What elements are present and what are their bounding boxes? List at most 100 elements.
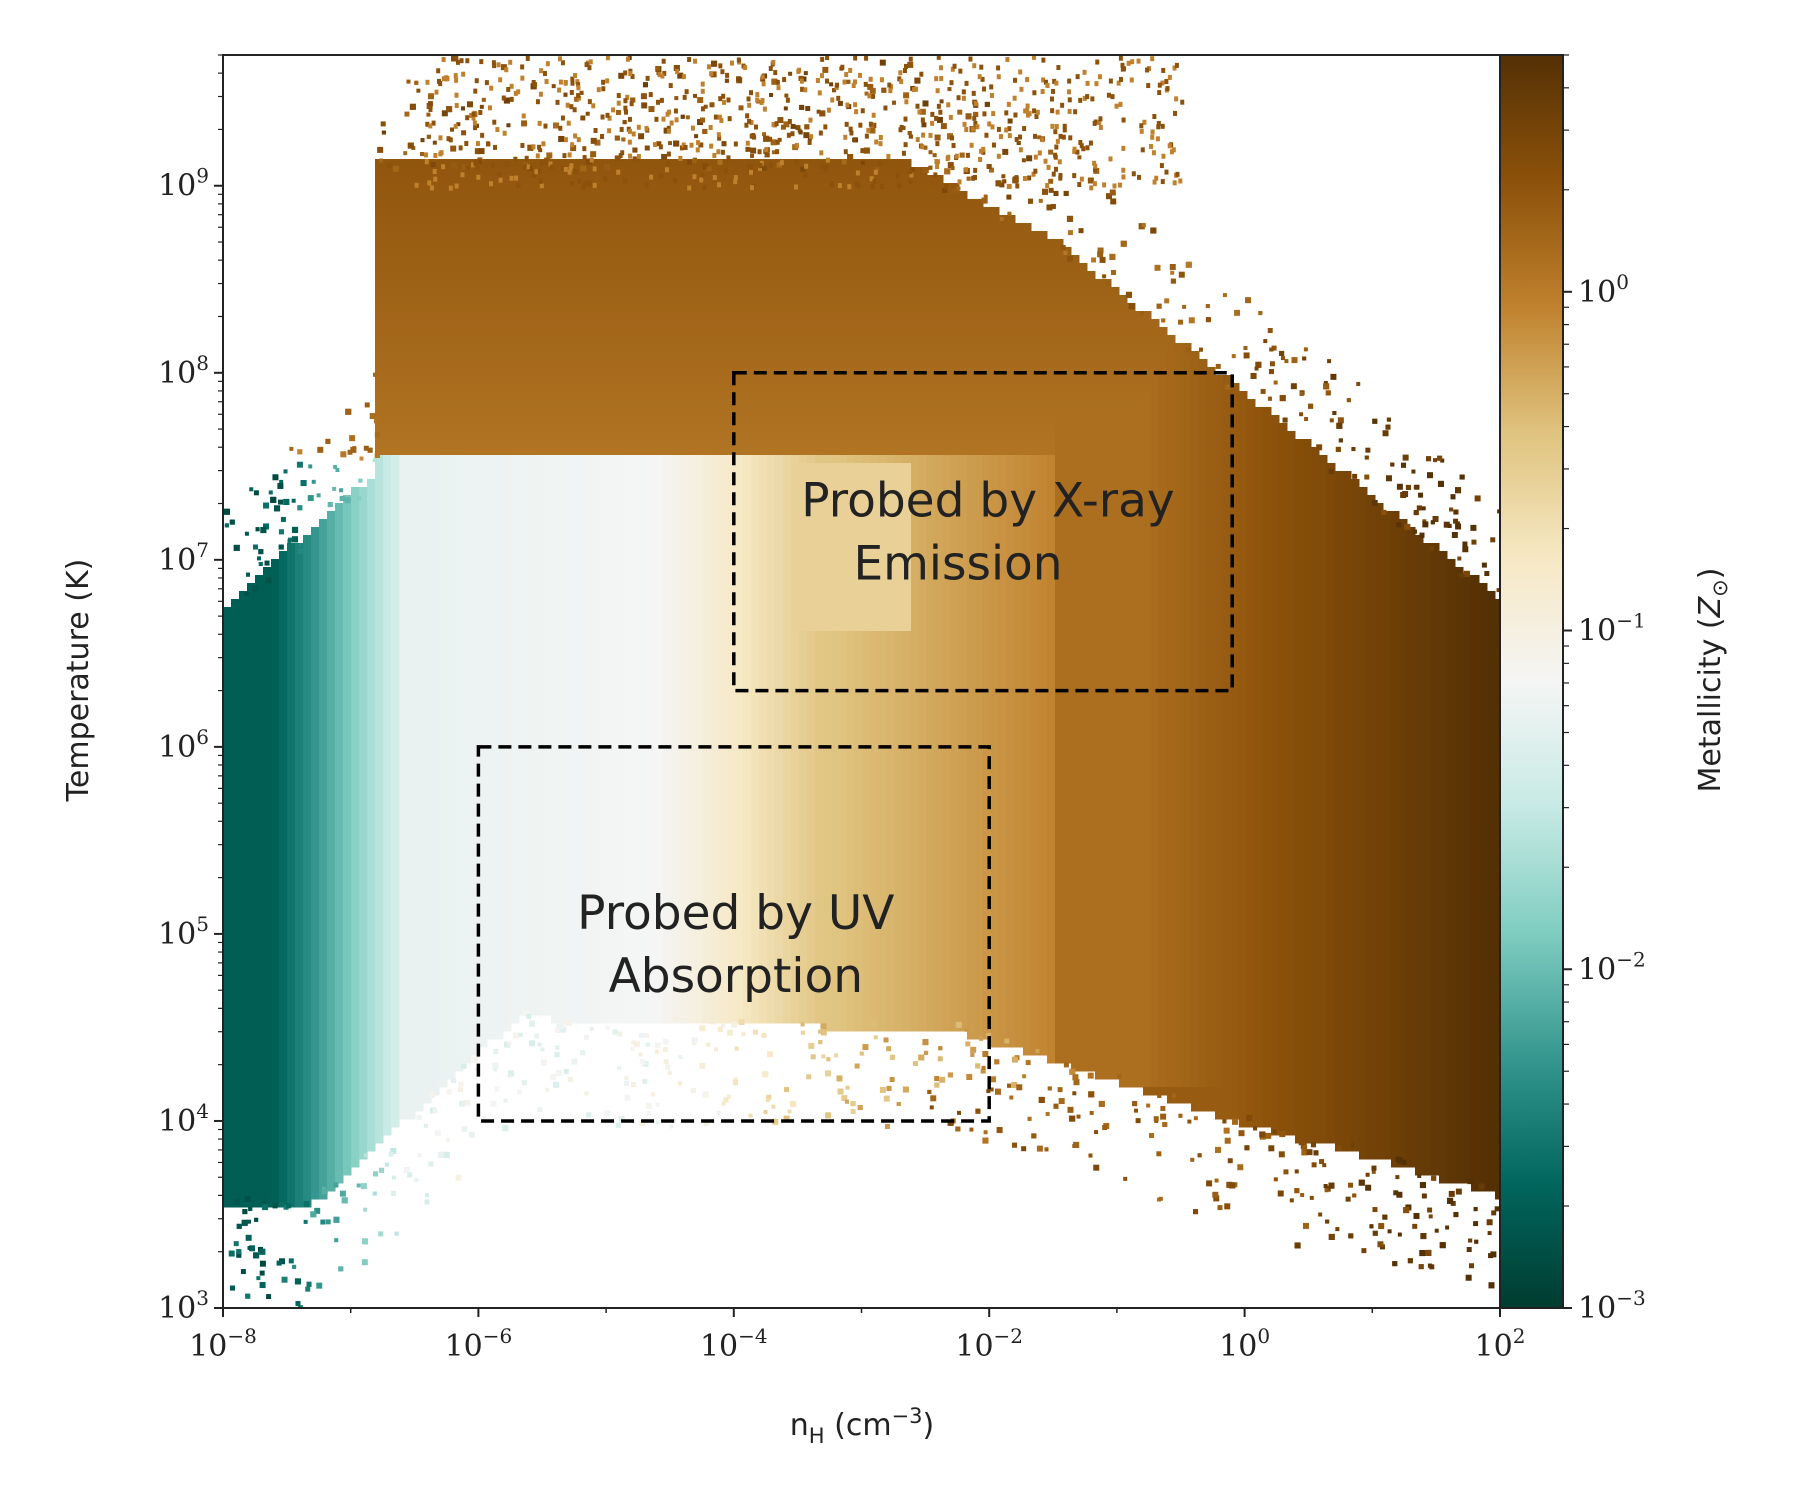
heatmap-cell <box>591 319 600 328</box>
heatmap-cell <box>591 223 600 232</box>
heatmap-cell <box>263 695 272 704</box>
heatmap-cell <box>439 847 448 856</box>
heatmap-cell <box>327 751 336 760</box>
heatmap-cell <box>487 783 496 792</box>
heatmap-cell <box>615 703 624 712</box>
heatmap-cell <box>223 1063 232 1072</box>
heatmap-cell <box>255 1023 264 1032</box>
heatmap-cell <box>607 647 616 656</box>
heatmap-cell <box>287 607 296 616</box>
heatmap-cell <box>431 527 440 536</box>
heatmap-cell <box>223 951 232 960</box>
heatmap-cell <box>359 583 368 592</box>
heatmap-cell <box>511 479 520 488</box>
heatmap-cell <box>231 839 240 848</box>
heatmap-cell <box>439 631 448 640</box>
heatmap-cell <box>567 391 576 400</box>
heatmap-cell <box>463 1015 472 1024</box>
heatmap-cell <box>239 935 248 944</box>
heatmap-cell <box>319 647 328 656</box>
heatmap-cell <box>447 479 456 488</box>
heatmap-cell <box>575 623 584 632</box>
heatmap-cell <box>399 423 408 432</box>
heatmap-cell <box>447 567 456 576</box>
heatmap-cell <box>279 767 288 776</box>
heatmap-cell <box>591 207 600 216</box>
heatmap-cell <box>407 1031 416 1040</box>
heatmap-cell <box>463 951 472 960</box>
heatmap-cell <box>559 639 568 648</box>
heatmap-cell <box>503 567 512 576</box>
heatmap-cell <box>415 919 424 928</box>
heatmap-cell <box>303 879 312 888</box>
heatmap-cell <box>479 183 488 192</box>
heatmap-cell <box>575 183 584 192</box>
heatmap-cell <box>447 631 456 640</box>
heatmap-cell <box>503 695 512 704</box>
heatmap-cell <box>367 823 376 832</box>
heatmap-cell <box>519 375 528 384</box>
heatmap-cell <box>479 479 488 488</box>
heatmap-cell <box>335 911 344 920</box>
heatmap-cell <box>455 863 464 872</box>
heatmap-cell <box>295 999 304 1008</box>
heatmap-cell <box>487 911 496 920</box>
heatmap-cell <box>479 655 488 664</box>
heatmap-cell <box>495 295 504 304</box>
heatmap-cell <box>359 815 368 824</box>
heatmap-cell <box>367 863 376 872</box>
heatmap-cell <box>519 423 528 432</box>
heatmap-cell <box>615 231 624 240</box>
heatmap-cell <box>607 487 616 496</box>
heatmap-cell <box>607 639 616 648</box>
heatmap-cell <box>295 1023 304 1032</box>
heatmap-cell <box>527 927 536 936</box>
heatmap-cell <box>415 1095 424 1104</box>
heatmap-cell <box>239 703 248 712</box>
heatmap-cell <box>351 1039 360 1048</box>
heatmap-cell <box>391 399 400 408</box>
heatmap-cell <box>431 1071 440 1080</box>
heatmap-cell <box>447 335 456 344</box>
heatmap-cell <box>599 615 608 624</box>
heatmap-cell <box>367 767 376 776</box>
heatmap-cell <box>287 647 296 656</box>
heatmap-cell <box>287 631 296 640</box>
heatmap-cell <box>327 927 336 936</box>
heatmap-cell <box>383 311 392 320</box>
heatmap-cell <box>559 903 568 912</box>
heatmap-cell <box>319 1055 328 1064</box>
heatmap-cell <box>495 1015 504 1024</box>
heatmap-cell <box>311 847 320 856</box>
heatmap-cell <box>271 951 280 960</box>
heatmap-cell <box>287 1191 296 1200</box>
heatmap-cell <box>391 191 400 200</box>
heatmap-cell <box>383 551 392 560</box>
heatmap-cell <box>607 775 616 784</box>
heatmap-cell <box>295 647 304 656</box>
heatmap-cell <box>447 927 456 936</box>
heatmap-cell <box>519 295 528 304</box>
heatmap-cell <box>247 951 256 960</box>
heatmap-cell <box>327 1039 336 1048</box>
heatmap-cell <box>591 663 600 672</box>
heatmap-cell <box>255 775 264 784</box>
heatmap-cell <box>311 615 320 624</box>
heatmap-cell <box>519 655 528 664</box>
heatmap-cell <box>223 919 232 928</box>
heatmap-cell <box>431 415 440 424</box>
heatmap-cell <box>463 727 472 736</box>
heatmap-cell <box>463 327 472 336</box>
heatmap-cell <box>511 199 520 208</box>
heatmap-cell <box>431 367 440 376</box>
heatmap-cell <box>519 247 528 256</box>
heatmap-cell <box>367 951 376 960</box>
heatmap-cell <box>471 199 480 208</box>
heatmap-cell <box>599 375 608 384</box>
heatmap-cell <box>287 951 296 960</box>
heatmap-cell <box>471 767 480 776</box>
heatmap-cell <box>367 1031 376 1040</box>
heatmap-cell <box>479 271 488 280</box>
heatmap-cell <box>295 935 304 944</box>
heatmap-cell <box>311 1103 320 1112</box>
